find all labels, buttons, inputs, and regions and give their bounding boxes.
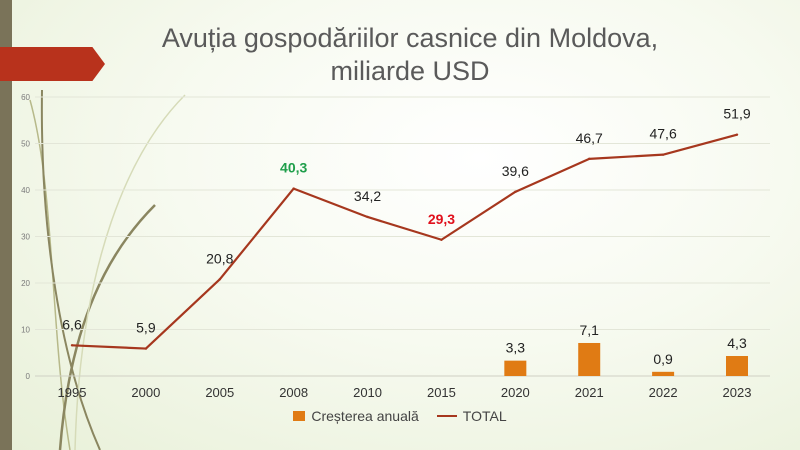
legend-line-swatch <box>436 415 457 417</box>
y-tick-label: 50 <box>21 140 30 149</box>
x-axis-ticks: 1995 2000 2005 2008 2010 2015 2020 2021 2022 2023 <box>58 385 752 400</box>
bar <box>504 360 527 376</box>
legend-bar-swatch <box>293 411 306 421</box>
line-point <box>70 344 74 347</box>
line-value-label: 47,6 <box>649 126 676 142</box>
y-tick-label: 0 <box>26 372 31 381</box>
bar-value-label: 7,1 <box>579 322 599 338</box>
line-point <box>661 153 665 156</box>
line-value-label: 34,2 <box>354 188 381 204</box>
x-tick-label: 2020 <box>501 385 530 400</box>
x-tick-label: 2022 <box>649 385 678 400</box>
grid-lines <box>35 96 770 377</box>
x-tick-label: 2000 <box>131 385 160 400</box>
chart-title-line2: miliarde USD <box>330 56 490 86</box>
line-series <box>70 133 739 350</box>
line-point <box>514 190 517 194</box>
x-tick-label: 2021 <box>575 385 604 400</box>
bar <box>578 342 601 376</box>
bar-value-label: 0,9 <box>653 351 673 367</box>
left-decor-band <box>0 0 12 450</box>
line-point <box>218 278 221 281</box>
y-tick-label: 30 <box>21 233 30 242</box>
line-point <box>588 157 591 161</box>
x-tick-label: 2023 <box>723 385 752 400</box>
bar-value-label: 4,3 <box>727 335 747 351</box>
legend-item-bar: Creșterea anuală <box>293 408 419 424</box>
line-point <box>366 215 369 219</box>
line-point <box>440 238 443 241</box>
chart-title: Avuția gospodăriilor casnice din Moldova… <box>110 22 710 88</box>
x-tick-label: 2010 <box>353 385 382 400</box>
bar <box>652 371 675 376</box>
bar-value-label: 3,3 <box>506 340 526 356</box>
line-value-label: 20,8 <box>206 250 233 266</box>
line-value-label: 51,9 <box>723 106 750 122</box>
bar <box>726 356 748 376</box>
y-axis-ticks: 0 10 20 30 40 50 60 <box>21 93 30 381</box>
line-value-label: 6,6 <box>62 316 82 332</box>
x-tick-label: 2008 <box>279 385 308 400</box>
y-tick-label: 60 <box>21 93 30 102</box>
line-point <box>144 347 148 350</box>
legend-item-line: TOTAL <box>436 408 507 424</box>
line-value-label: 40,3 <box>280 160 307 176</box>
line-value-label: 29,3 <box>428 211 455 227</box>
title-arrow-decor <box>0 47 105 81</box>
line-point <box>292 187 295 190</box>
line-value-label: 39,6 <box>502 163 529 179</box>
x-tick-label: 2015 <box>427 385 456 400</box>
legend: Creșterea anuală TOTAL <box>0 408 800 424</box>
y-tick-label: 40 <box>21 186 30 195</box>
bar-series <box>504 342 748 376</box>
line-value-label: 5,9 <box>136 320 156 336</box>
y-tick-label: 10 <box>21 326 30 335</box>
y-tick-label: 20 <box>21 279 30 288</box>
total-line <box>71 133 738 350</box>
line-point <box>735 133 739 136</box>
x-tick-label: 1995 <box>58 385 87 400</box>
data-labels: 3,3 7,1 0,9 4,3 6,6 5,9 20,8 40,3 34,2 29,3 39,6 46… <box>62 106 751 367</box>
legend-bar-label: Creșterea anuală <box>311 408 419 424</box>
legend-line-label: TOTAL <box>462 408 507 424</box>
x-tick-label: 2005 <box>205 385 234 400</box>
line-value-label: 46,7 <box>576 130 603 146</box>
chart-title-line1: Avuția gospodăriilor casnice din Moldova… <box>161 23 659 53</box>
decor-curves <box>29 89 186 450</box>
